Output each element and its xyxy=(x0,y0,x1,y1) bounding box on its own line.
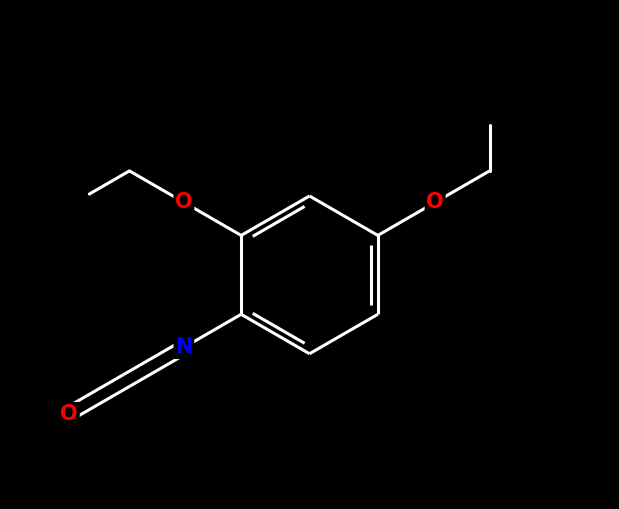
Text: O: O xyxy=(175,192,193,212)
Text: N: N xyxy=(175,337,193,357)
Text: O: O xyxy=(426,192,444,212)
Text: O: O xyxy=(61,404,78,423)
